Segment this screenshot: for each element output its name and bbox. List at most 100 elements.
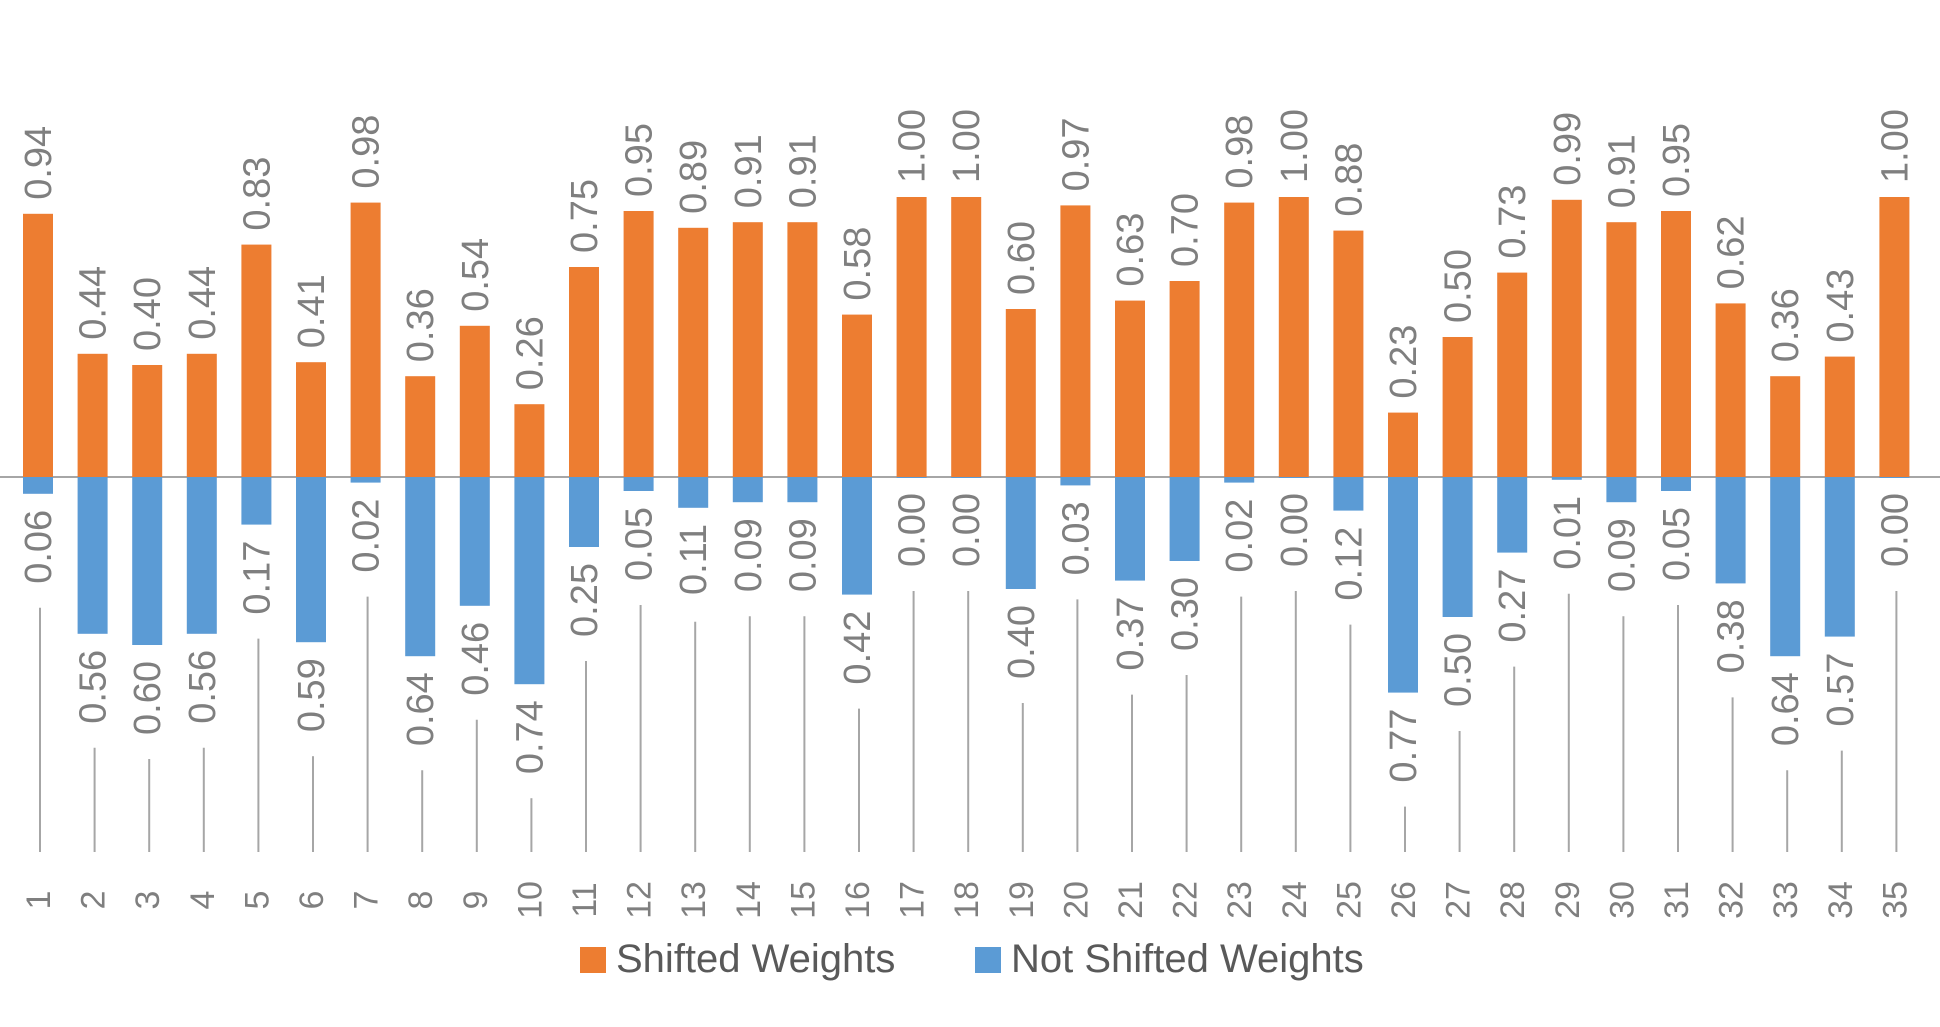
shifted-weight-label: 0.95: [1656, 123, 1698, 197]
not-shifted-weight-label: 0.46: [455, 622, 497, 696]
not-shifted-weight-label: 0.00: [1274, 493, 1316, 567]
shifted-weight-label: 1.00: [946, 109, 988, 183]
not-shifted-weight-label: 0.06: [18, 510, 60, 584]
not-shifted-weight-bar: [1278, 477, 1309, 478]
not-shifted-weight-bar: [1770, 477, 1801, 657]
not-shifted-weight-bar: [1606, 477, 1637, 503]
category-label: 29: [1549, 881, 1587, 919]
shifted-weight-bar: [787, 222, 818, 477]
not-shifted-weight-bar: [896, 477, 927, 478]
shifted-weight-bar: [1442, 337, 1473, 477]
shifted-weight-label: 0.23: [1383, 325, 1425, 399]
category-label: 25: [1330, 881, 1368, 919]
legend-item-not-shifted-weights: Not Shifted Weights: [1011, 937, 1364, 981]
shifted-weight-label: 0.73: [1492, 185, 1534, 259]
shifted-weight-label: 0.99: [1547, 112, 1589, 186]
not-shifted-weight-label: 0.17: [236, 541, 278, 615]
not-shifted-weight-bar: [1388, 477, 1418, 693]
category-label: 4: [184, 891, 222, 910]
shifted-weight-bar: [1278, 197, 1309, 477]
category-label: 28: [1494, 881, 1532, 919]
shifted-weight-label: 0.70: [1165, 193, 1207, 267]
shifted-weight-label: 0.60: [1001, 221, 1043, 295]
not-shifted-weight-label: 0.00: [1874, 493, 1916, 567]
shifted-weight-bar: [1060, 205, 1091, 477]
shifted-weight-label: 0.88: [1328, 143, 1370, 217]
not-shifted-weight-bar: [1551, 477, 1582, 480]
shifted-weight-bar: [1333, 230, 1364, 477]
not-shifted-weight-bar: [732, 477, 763, 503]
not-shifted-weight-bar: [1661, 477, 1691, 491]
category-label: 26: [1385, 881, 1423, 919]
shifted-weight-bar: [1824, 356, 1855, 477]
not-shifted-weight-label: 0.56: [182, 650, 224, 724]
category-label: 21: [1112, 881, 1150, 919]
shifted-weight-bar: [241, 244, 272, 477]
shifted-weight-bar: [405, 376, 436, 477]
category-label: 34: [1822, 881, 1860, 919]
category-label: 23: [1221, 881, 1259, 919]
shifted-weight-bar: [1169, 281, 1200, 477]
category-label: 10: [511, 881, 549, 919]
shifted-weight-label: 0.91: [1601, 134, 1643, 208]
shifted-weight-bar: [350, 202, 381, 477]
not-shifted-weight-label: 0.38: [1711, 599, 1753, 673]
not-shifted-weight-label: 0.25: [564, 563, 606, 637]
shifted-weight-bar: [896, 197, 927, 477]
shifted-weight-bar: [186, 353, 217, 477]
not-shifted-weight-bar: [1715, 477, 1746, 584]
shifted-weight-bar: [623, 211, 654, 477]
shifted-weight-label: 0.98: [346, 115, 388, 189]
category-label: 12: [621, 881, 659, 919]
shifted-weight-label: 0.97: [1055, 117, 1097, 191]
shifted-weight-bar: [951, 197, 982, 477]
not-shifted-weight-bar: [787, 477, 818, 503]
shifted-weight-label: 0.58: [837, 227, 879, 301]
not-shifted-weight-bar: [241, 477, 272, 525]
not-shifted-weight-bar: [186, 477, 217, 634]
shifted-weight-label: 0.41: [291, 274, 333, 348]
shifted-weight-label: 0.36: [400, 288, 442, 362]
not-shifted-weight-label: 0.09: [1601, 518, 1643, 592]
not-shifted-weight-bar: [514, 477, 545, 685]
shifted-weight-label: 1.00: [1874, 109, 1916, 183]
not-shifted-weight-bar: [1060, 477, 1091, 486]
not-shifted-weight-bar: [405, 477, 436, 657]
legend-item-shifted-weights: Shifted Weights: [616, 937, 895, 981]
not-shifted-weight-label: 0.42: [837, 611, 879, 685]
not-shifted-weight-bar: [1333, 477, 1364, 511]
category-label: 27: [1440, 881, 1478, 919]
shifted-weight-bar: [77, 353, 108, 477]
not-shifted-weight-label: 0.00: [946, 493, 988, 567]
shifted-weight-bar: [732, 222, 763, 477]
legend: Shifted Weights Not Shifted Weights: [580, 937, 1364, 981]
not-shifted-weight-label: 0.40: [1001, 605, 1043, 679]
shifted-weight-bar: [1497, 272, 1528, 477]
not-shifted-weight-bar: [842, 477, 872, 595]
category-label: 1: [20, 891, 58, 910]
shifted-weight-bar: [1661, 211, 1691, 477]
shifted-weight-bar: [1388, 412, 1418, 477]
not-shifted-weight-label: 0.05: [619, 507, 661, 581]
not-shifted-weight-label: 0.02: [346, 499, 388, 573]
not-shifted-weight-label: 0.12: [1328, 527, 1370, 601]
shifted-weight-label: 0.83: [236, 157, 278, 231]
shifted-weight-label: 0.91: [782, 134, 824, 208]
category-label: 31: [1658, 881, 1696, 919]
category-label: 33: [1767, 881, 1805, 919]
shifted-weight-label: 0.95: [619, 123, 661, 197]
not-shifted-weight-bar: [459, 477, 490, 606]
category-label: 2: [75, 891, 113, 910]
category-label: 24: [1276, 881, 1314, 919]
not-shifted-weight-bar: [77, 477, 108, 634]
shifted-weight-bar: [1715, 303, 1746, 477]
not-shifted-weight-label: 0.11: [673, 524, 715, 595]
not-shifted-weight-bar: [1005, 477, 1036, 589]
shifted-weight-bar: [569, 267, 599, 477]
shifted-weight-bar: [1606, 222, 1637, 477]
shifted-weight-label: 0.91: [728, 134, 770, 208]
not-shifted-weight-label: 0.30: [1165, 577, 1207, 651]
not-shifted-weight-bar: [1442, 477, 1473, 617]
not-shifted-weight-bar: [678, 477, 709, 508]
shifted-weight-label: 0.43: [1820, 269, 1862, 343]
